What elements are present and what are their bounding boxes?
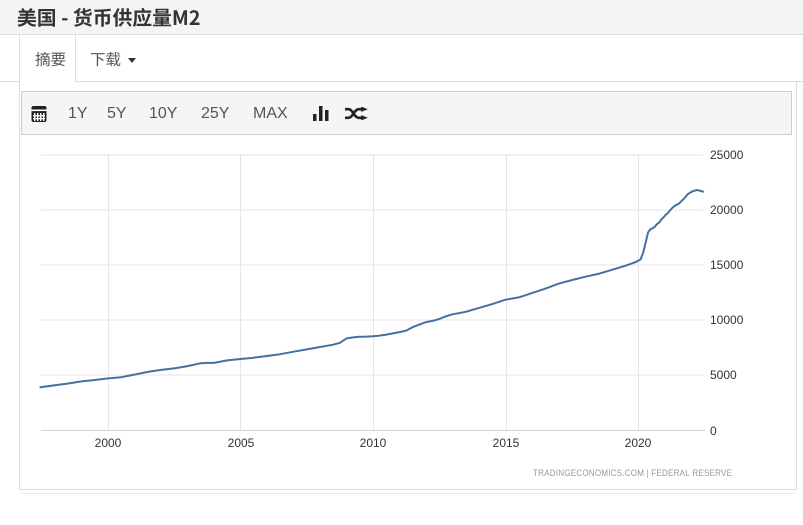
svg-text:2005: 2005 bbox=[228, 436, 255, 450]
svg-text:15000: 15000 bbox=[710, 258, 744, 272]
svg-text:2010: 2010 bbox=[360, 436, 387, 450]
svg-text:0: 0 bbox=[710, 424, 717, 438]
svg-text:2015: 2015 bbox=[493, 436, 520, 450]
svg-text:2000: 2000 bbox=[95, 436, 122, 450]
svg-text:5000: 5000 bbox=[710, 368, 737, 382]
svg-text:25000: 25000 bbox=[710, 148, 744, 162]
svg-text:2020: 2020 bbox=[625, 436, 652, 450]
svg-text:10000: 10000 bbox=[710, 313, 744, 327]
svg-text:20000: 20000 bbox=[710, 203, 744, 217]
